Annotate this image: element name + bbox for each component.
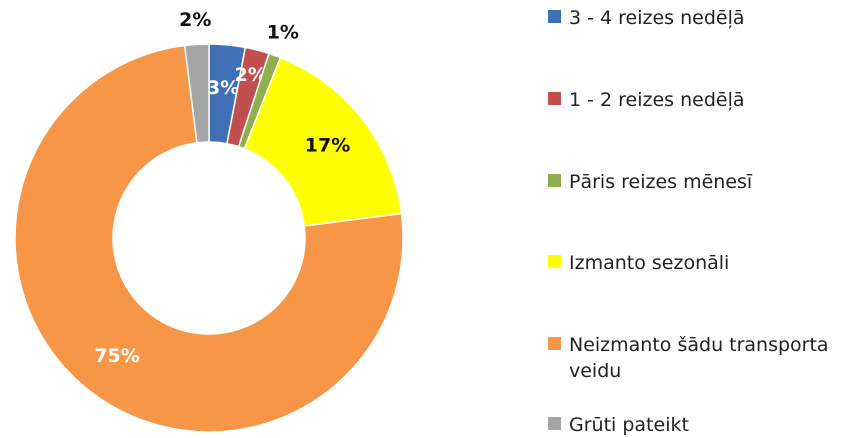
legend-label: Neizmanto šādu transporta veidu (569, 334, 829, 382)
legend-item: 1 - 2 reizes nedēļā (548, 87, 848, 113)
legend-item: Neizmanto šādu transporta veidu (548, 332, 848, 384)
legend-swatch (548, 417, 561, 430)
donut-plot: 3%2%1%17%75%2% (14, 9, 404, 433)
legend-label: Pāris reizes mēnesī (569, 171, 753, 193)
legend-item: 3 - 4 reizes nedēļā (548, 5, 848, 31)
legend-item: Grūti pateikt (548, 412, 848, 438)
data-label: 2% (179, 9, 211, 31)
data-label: 17% (305, 135, 350, 157)
data-label: 2% (235, 64, 267, 86)
data-label: 1% (267, 21, 299, 43)
legend-swatch (548, 255, 561, 268)
legend-label: Izmanto sezonāli (569, 252, 730, 274)
legend-label: 3 - 4 reizes nedēļā (569, 7, 745, 29)
legend-swatch (548, 10, 561, 23)
legend-swatch (548, 337, 561, 350)
legend-item: Pāris reizes mēnesī (548, 169, 848, 195)
legend-swatch (548, 92, 561, 105)
data-label: 3% (207, 77, 239, 99)
donut-slice (183, 43, 210, 144)
legend-swatch (548, 174, 561, 187)
donut-slice (243, 56, 403, 227)
legend-item: Izmanto sezonāli (548, 250, 848, 276)
legend-label: 1 - 2 reizes nedēļā (569, 89, 745, 111)
data-label: 75% (94, 345, 139, 367)
legend-label: Grūti pateikt (569, 414, 689, 436)
donut-slice (14, 44, 404, 433)
